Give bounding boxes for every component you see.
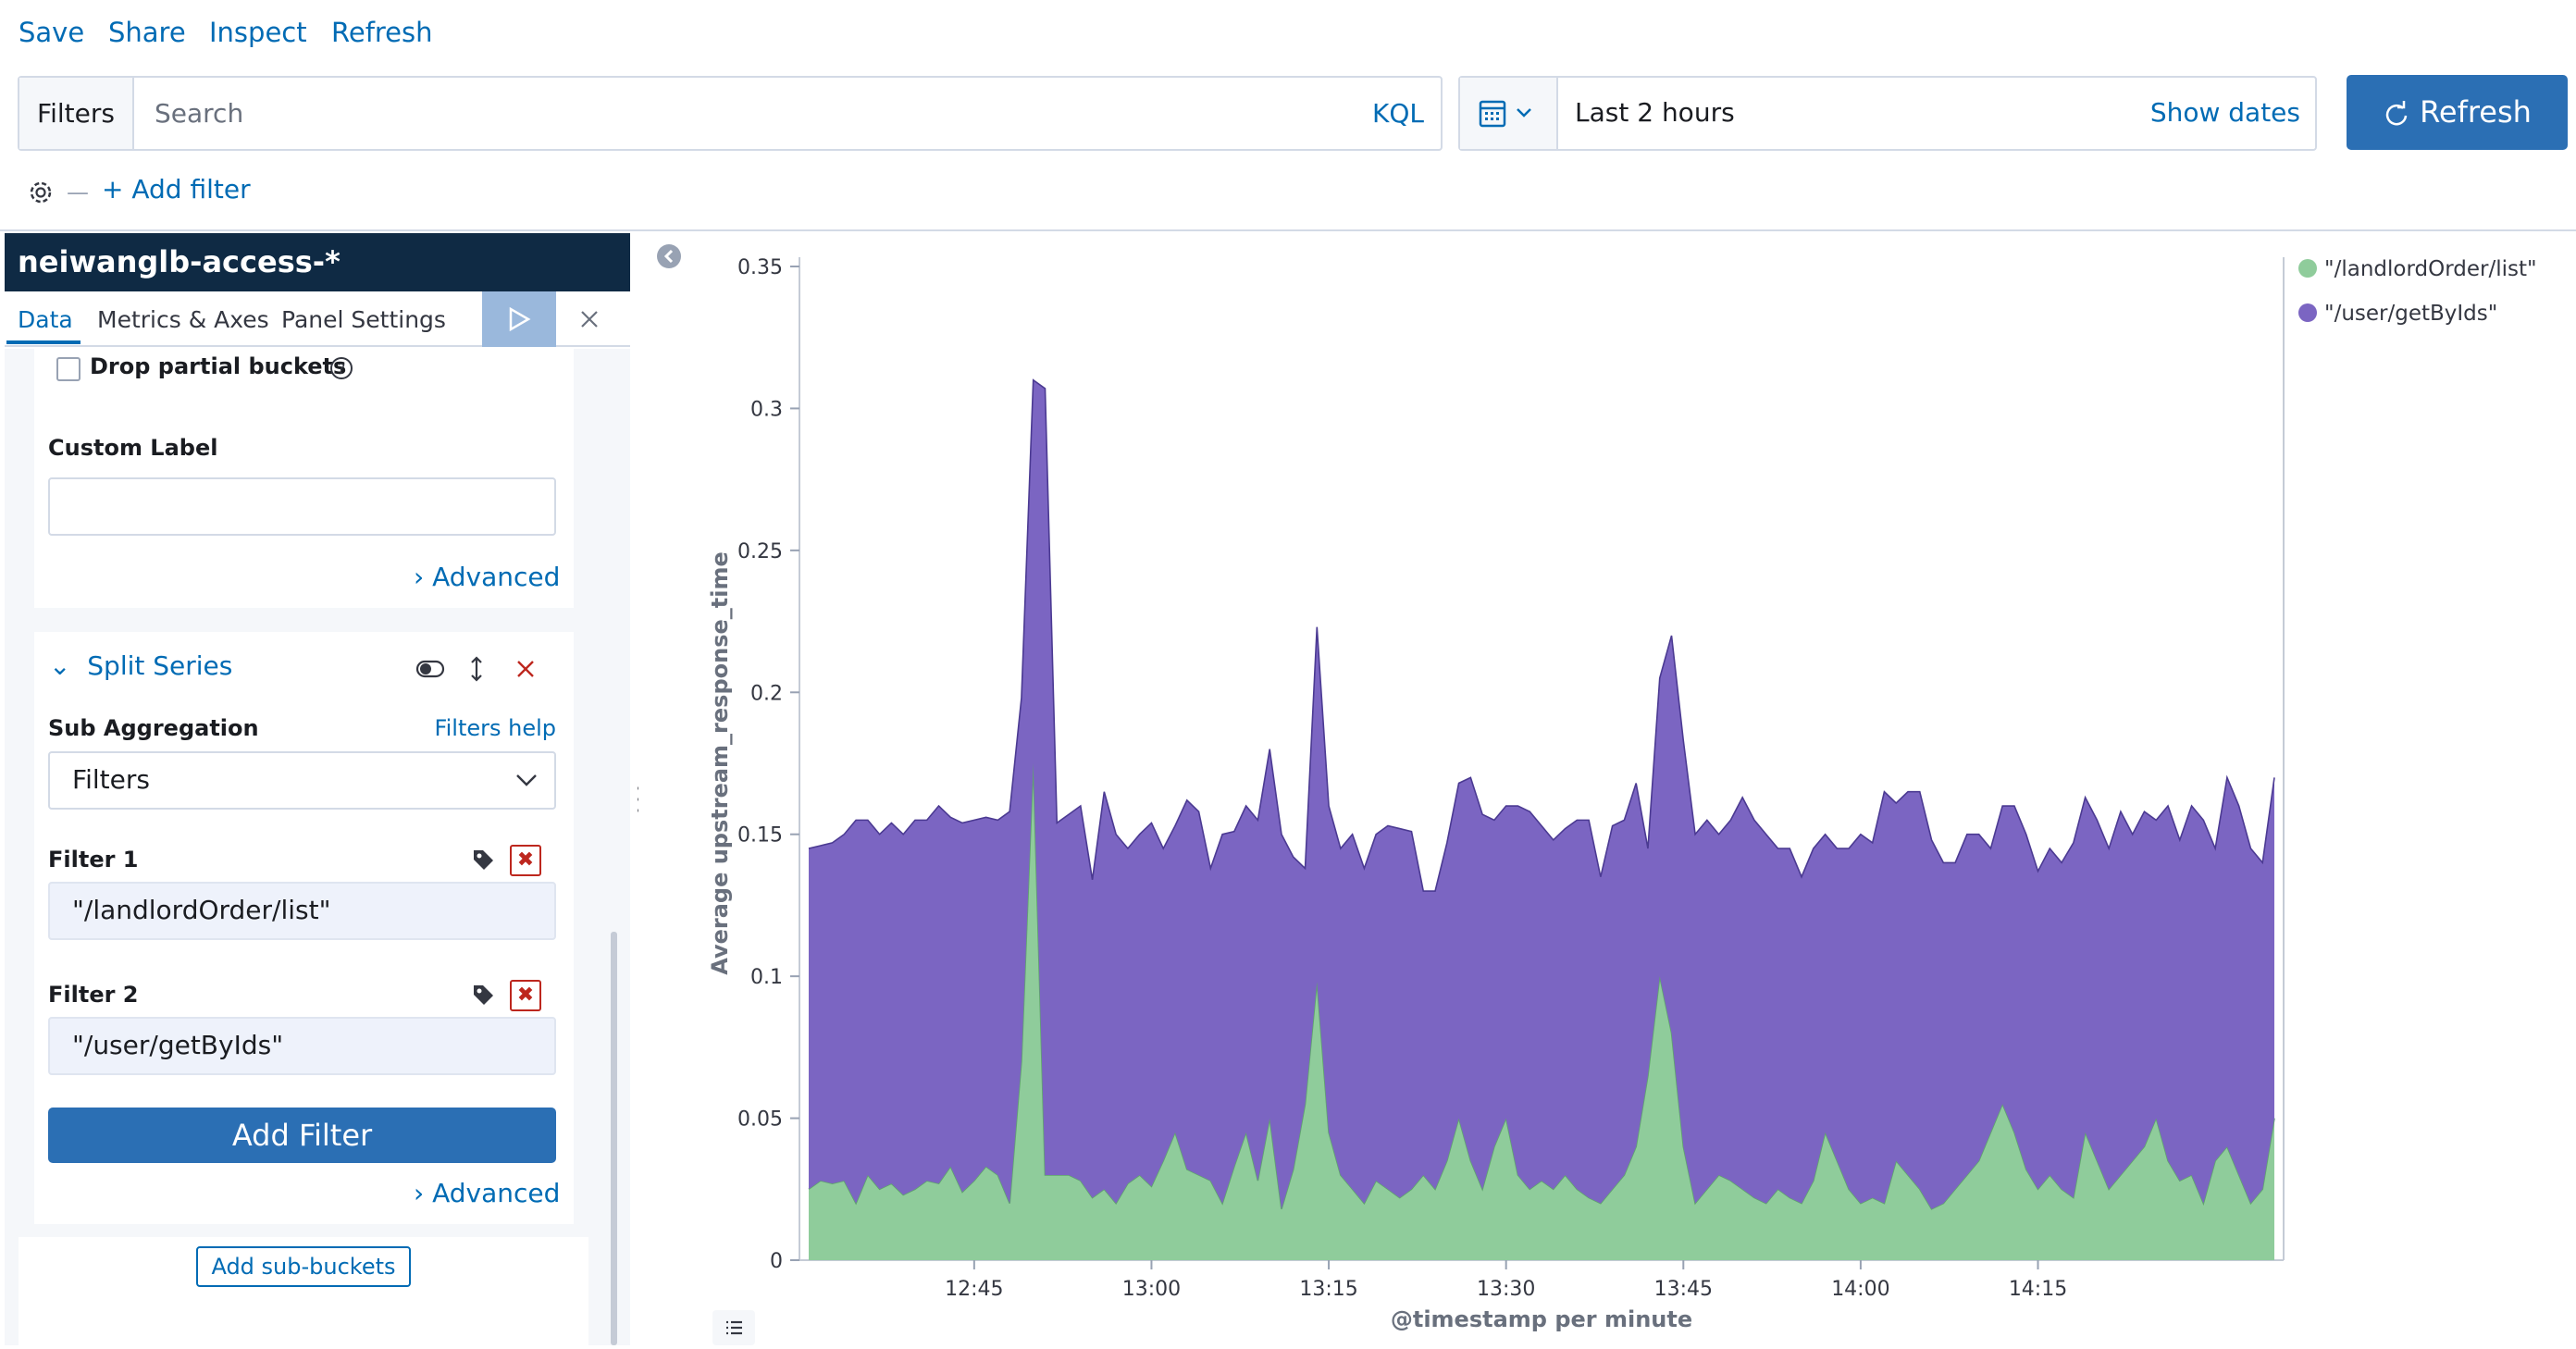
sidebar-scrollbar[interactable]	[611, 932, 617, 1345]
filter1-input[interactable]: "/landlordOrder/list"	[48, 882, 556, 940]
active-tab-underline	[6, 340, 80, 344]
x-tick-label: 13:15	[1299, 1278, 1357, 1301]
tag-icon[interactable]	[469, 981, 497, 1009]
advanced-label-1: Advanced	[432, 562, 561, 592]
area-chart[interactable]: 0 0.05 0.1 0.15 0.2 0.25 0.3 0.35 12:45 13:00 13:1…	[638, 233, 2576, 1345]
legend-swatch-0	[2298, 259, 2317, 278]
share-link[interactable]: Share	[108, 17, 186, 48]
filters-help-link[interactable]: Filters help	[434, 715, 556, 741]
filter2-label: Filter 2	[48, 982, 139, 1008]
add-filter-link[interactable]: + Add filter	[102, 174, 251, 204]
advanced-label-2: Advanced	[432, 1178, 561, 1208]
refresh-button-label: Refresh	[2420, 94, 2532, 130]
calendar-icon	[1479, 100, 1531, 128]
time-range[interactable]: Last 2 hours	[1575, 97, 1735, 128]
refresh-icon	[2385, 101, 2408, 126]
editor-tabs: Data Metrics & Axes Panel Settings	[5, 291, 630, 347]
add-filter-button[interactable]: Add Filter	[48, 1108, 556, 1163]
y-tick-label: 0.3	[750, 398, 783, 421]
advanced-toggle-2[interactable]: › Advanced	[414, 1178, 561, 1208]
toggle-icon[interactable]	[414, 652, 447, 686]
drop-partial-label: Drop partial buckets	[90, 353, 347, 379]
chart-area: 0 0.05 0.1 0.15 0.2 0.25 0.3 0.35 12:45 13:00 13:1…	[638, 233, 2576, 1345]
search-input[interactable]	[136, 78, 1339, 149]
x-tick-label: 13:00	[1122, 1278, 1181, 1301]
chevron-down-icon	[516, 774, 537, 786]
x-tick-label: 13:45	[1654, 1278, 1713, 1301]
y-tick-label: 0.35	[737, 256, 783, 279]
sidebar-body: Drop partial buckets ? Custom Label › Ad…	[5, 349, 630, 1345]
y-tick-label: 0.05	[737, 1108, 783, 1132]
add-sub-buckets-button[interactable]: Add sub-buckets	[196, 1246, 411, 1287]
refresh-button[interactable]: Refresh	[2347, 75, 2568, 150]
legend-swatch-1	[2298, 303, 2317, 322]
sub-buckets-area: Add sub-buckets	[19, 1237, 588, 1345]
sub-aggregation-label: Sub Aggregation	[48, 715, 259, 741]
legend-toggle-button[interactable]	[712, 1310, 755, 1345]
series-line-1	[808, 378, 2275, 892]
metric-panel: Drop partial buckets ? Custom Label › Ad…	[34, 349, 574, 608]
drop-partial-checkbox[interactable]	[56, 357, 80, 381]
x-axis-label: @timestamp per minute	[1391, 1306, 1692, 1332]
index-pattern-title: neiwanglb-access-*	[5, 233, 630, 291]
save-link[interactable]: Save	[19, 17, 85, 48]
tag-icon[interactable]	[469, 846, 497, 873]
y-tick-label: 0.25	[737, 540, 783, 563]
tab-panel-settings[interactable]: Panel Settings	[281, 306, 446, 333]
tab-metrics-axes[interactable]: Metrics & Axes	[97, 306, 269, 333]
filter1-remove-icon[interactable]: ✖	[510, 845, 541, 876]
y-tick-label: 0	[770, 1250, 783, 1273]
x-tick-label: 13:30	[1477, 1278, 1535, 1301]
filter2-remove-icon[interactable]: ✖	[510, 980, 541, 1011]
play-icon	[509, 306, 531, 332]
tab-data[interactable]: Data	[18, 306, 73, 333]
time-picker: Last 2 hours Show dates	[1458, 76, 2317, 151]
y-tick-label: 0.15	[737, 824, 783, 848]
apply-button[interactable]	[482, 291, 556, 347]
header-divider	[0, 229, 2576, 231]
series-area-0	[809, 763, 2274, 1260]
sub-aggregation-select[interactable]: Filters	[48, 751, 556, 810]
show-dates-link[interactable]: Show dates	[2149, 97, 2300, 128]
y-tick-label: 0.1	[750, 966, 783, 989]
split-series-title: Split Series	[87, 650, 233, 681]
custom-label-input[interactable]	[48, 477, 556, 536]
filters-label[interactable]: Filters	[19, 78, 134, 149]
advanced-toggle-1[interactable]: › Advanced	[414, 562, 561, 592]
query-bar: Filters KQL	[18, 76, 1443, 151]
refresh-link[interactable]: Refresh	[331, 17, 433, 48]
series-area-1	[809, 379, 2274, 1209]
x-tick-label: 14:00	[1831, 1278, 1889, 1301]
list-icon	[726, 1320, 742, 1335]
gear-icon[interactable]	[24, 176, 57, 209]
drag-handle-icon[interactable]	[460, 652, 493, 686]
y-axis-label: Average upstream_response_time	[707, 551, 733, 975]
custom-label-label: Custom Label	[48, 435, 218, 461]
svg-text:?: ?	[338, 360, 346, 377]
quick-menu-button[interactable]	[1460, 78, 1558, 149]
legend-entry-1: "/user/getByIds"	[2324, 302, 2497, 326]
sub-aggregation-value: Filters	[72, 764, 150, 795]
filter1-label: Filter 1	[48, 847, 139, 873]
collapse-sidebar-icon[interactable]	[655, 242, 683, 270]
x-tick-label: 14:15	[2009, 1278, 2067, 1301]
y-tick-label: 0.2	[750, 682, 783, 705]
split-series-toggle[interactable]: ⌄ Split Series	[49, 650, 233, 681]
split-series-panel: ⌄ Split Series Sub Aggregation Filters h…	[34, 632, 574, 1224]
close-icon[interactable]	[575, 304, 604, 334]
divider-dash: —	[67, 179, 89, 205]
x-tick-label: 12:45	[945, 1278, 1003, 1301]
filter2-input[interactable]: "/user/getByIds"	[48, 1017, 556, 1075]
legend-entry-0: "/landlordOrder/list"	[2324, 257, 2537, 281]
help-icon[interactable]: ?	[328, 355, 354, 381]
remove-icon[interactable]	[509, 652, 542, 686]
kql-toggle[interactable]: KQL	[1372, 98, 1424, 129]
inspect-link[interactable]: Inspect	[209, 17, 307, 48]
